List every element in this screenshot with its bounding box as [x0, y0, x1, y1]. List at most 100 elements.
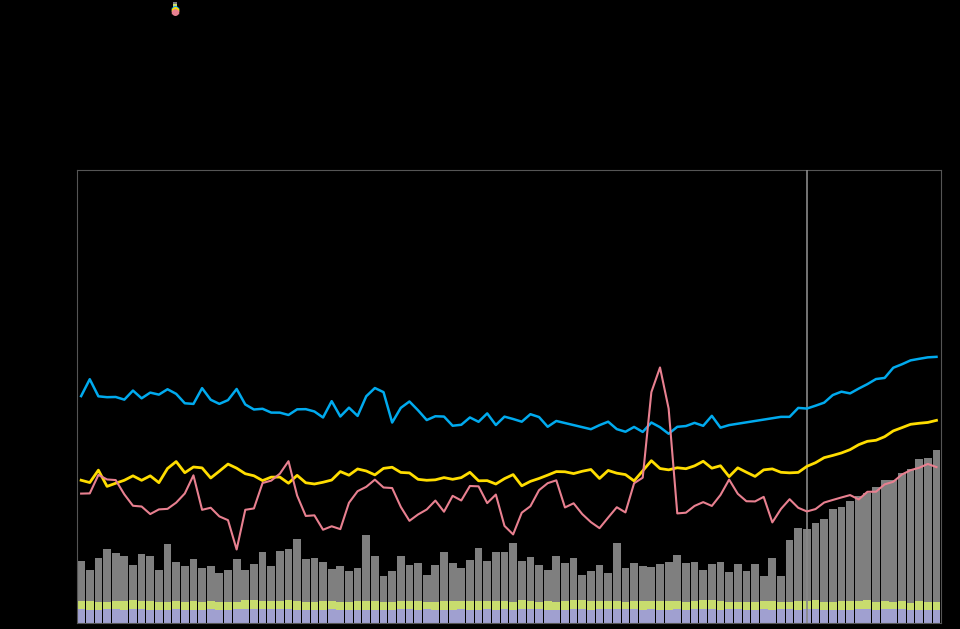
- Bar: [180, 602, 189, 610]
- Bar: [215, 610, 224, 623]
- Bar: [180, 610, 189, 623]
- Bar: [872, 487, 880, 602]
- Bar: [94, 610, 103, 623]
- Bar: [621, 610, 630, 623]
- Bar: [293, 601, 301, 610]
- Bar: [379, 576, 388, 603]
- Bar: [880, 601, 889, 609]
- Bar: [250, 610, 258, 623]
- Bar: [517, 560, 526, 600]
- Bar: [396, 556, 405, 601]
- Bar: [224, 602, 232, 610]
- Bar: [284, 600, 293, 609]
- Bar: [163, 544, 172, 602]
- Bar: [301, 559, 310, 602]
- Bar: [811, 600, 820, 609]
- Bar: [578, 609, 587, 623]
- Bar: [811, 609, 820, 623]
- Bar: [820, 610, 828, 623]
- Bar: [846, 610, 854, 623]
- Bar: [414, 601, 422, 610]
- Bar: [837, 601, 846, 610]
- Bar: [552, 610, 561, 623]
- Bar: [336, 601, 345, 610]
- Bar: [336, 610, 345, 623]
- Bar: [742, 571, 751, 603]
- Bar: [129, 609, 137, 623]
- Bar: [915, 459, 924, 601]
- Bar: [301, 610, 310, 623]
- Bar: [509, 603, 517, 610]
- Bar: [353, 601, 362, 610]
- Bar: [492, 610, 500, 623]
- Bar: [535, 601, 543, 610]
- Bar: [466, 610, 474, 623]
- Bar: [673, 555, 682, 601]
- Bar: [129, 600, 137, 609]
- Bar: [621, 602, 630, 610]
- Bar: [457, 609, 466, 623]
- Bar: [716, 610, 725, 623]
- Bar: [362, 610, 371, 623]
- Bar: [180, 566, 189, 602]
- Bar: [258, 601, 267, 609]
- Bar: [448, 564, 457, 601]
- Bar: [327, 569, 336, 601]
- Bar: [155, 570, 163, 602]
- Bar: [492, 552, 500, 601]
- Bar: [759, 610, 768, 623]
- Bar: [733, 610, 742, 623]
- Bar: [500, 610, 509, 623]
- Bar: [543, 610, 552, 623]
- Bar: [440, 552, 448, 601]
- Bar: [612, 543, 621, 601]
- Bar: [777, 601, 785, 610]
- Bar: [396, 609, 405, 623]
- Bar: [379, 603, 388, 610]
- Bar: [898, 601, 906, 610]
- Bar: [656, 564, 664, 601]
- Bar: [682, 610, 690, 623]
- Bar: [517, 609, 526, 623]
- Bar: [742, 610, 751, 623]
- Bar: [396, 601, 405, 609]
- Bar: [863, 600, 872, 609]
- Bar: [889, 602, 898, 610]
- Bar: [267, 609, 276, 623]
- Bar: [664, 601, 673, 610]
- Bar: [77, 601, 85, 610]
- Bar: [751, 610, 759, 623]
- Bar: [146, 555, 155, 601]
- Bar: [319, 610, 327, 623]
- Bar: [803, 529, 811, 601]
- Bar: [647, 567, 656, 601]
- Bar: [828, 602, 837, 610]
- Bar: [924, 458, 932, 602]
- Bar: [388, 601, 396, 610]
- Bar: [85, 570, 94, 601]
- Bar: [647, 601, 656, 609]
- Bar: [561, 610, 569, 623]
- Bar: [785, 602, 794, 610]
- Bar: [751, 564, 759, 602]
- Bar: [690, 609, 699, 623]
- Bar: [276, 551, 284, 601]
- Bar: [716, 562, 725, 601]
- Bar: [241, 601, 250, 610]
- Bar: [276, 610, 284, 623]
- Bar: [301, 602, 310, 610]
- Bar: [638, 610, 647, 623]
- Bar: [863, 609, 872, 623]
- Bar: [578, 600, 587, 609]
- Bar: [483, 609, 492, 623]
- Bar: [889, 479, 898, 602]
- Bar: [353, 568, 362, 601]
- Bar: [215, 573, 224, 602]
- Bar: [924, 602, 932, 610]
- Bar: [172, 601, 180, 609]
- Bar: [111, 601, 120, 609]
- Bar: [552, 602, 561, 610]
- Bar: [224, 570, 232, 602]
- Bar: [371, 601, 379, 610]
- Bar: [543, 601, 552, 610]
